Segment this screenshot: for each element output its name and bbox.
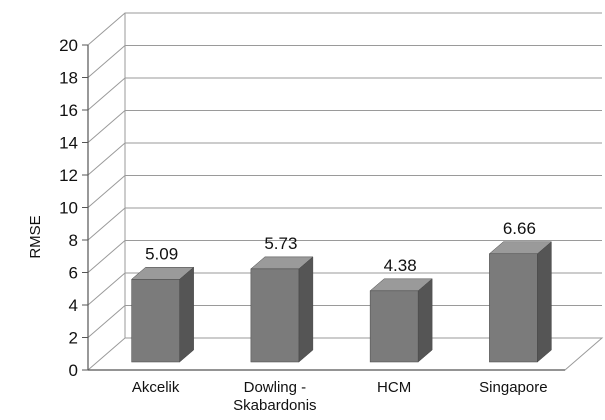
- data-label: 4.38: [384, 256, 417, 275]
- bar-side: [298, 256, 314, 363]
- bar-front: [131, 279, 180, 363]
- y-tick-label: 16: [59, 101, 78, 120]
- y-tick-label: 10: [59, 199, 78, 218]
- bar-front: [369, 290, 419, 363]
- y-tick-label: 18: [59, 69, 78, 88]
- category-line: Akcelik: [132, 379, 180, 396]
- data-labels: 5.09 5.73 4.38 6.66: [145, 219, 536, 275]
- gridline: [87, 175, 602, 208]
- y-tick-label: 14: [59, 134, 78, 153]
- bar-2: [250, 256, 314, 363]
- bars: [130, 241, 553, 363]
- bar-1: [130, 266, 195, 363]
- category-line: Dowling -: [244, 379, 307, 396]
- x-category-label: Akcelik: [132, 379, 180, 396]
- y-tick-label: 4: [69, 296, 78, 315]
- y-tick-label: 2: [69, 329, 78, 348]
- bar-side: [179, 266, 194, 363]
- y-tick-label: 20: [59, 36, 78, 55]
- x-category-label: Dowling -Skabardonis: [233, 379, 316, 414]
- bar-4: [488, 241, 553, 363]
- category-line: HCM: [377, 379, 411, 396]
- category-line: Skabardonis: [233, 397, 316, 414]
- gridline: [87, 110, 602, 143]
- y-tick-label: 6: [69, 264, 78, 283]
- data-label: 6.66: [503, 219, 536, 238]
- y-axis-label: RMSE: [27, 215, 44, 258]
- gridline: [87, 142, 602, 176]
- x-category-label: Singapore: [479, 379, 547, 396]
- y-tick-label: 0: [69, 361, 78, 380]
- gridline: [87, 12, 602, 46]
- y-tick-labels: 0 2 4 6 8 10 12 14 16 18 20: [59, 36, 88, 380]
- data-label: 5.09: [145, 244, 178, 263]
- bar-front: [489, 253, 538, 363]
- bar-side: [537, 241, 552, 363]
- bar-side: [417, 278, 433, 363]
- bar-3: [369, 278, 433, 363]
- y-tick-label: 12: [59, 166, 78, 185]
- gridline: [87, 45, 602, 78]
- x-category-labels: Akcelik Dowling -Skabardonis HCM Singapore: [132, 379, 548, 414]
- x-category-label: HCM: [377, 379, 411, 396]
- bar-front: [250, 268, 300, 363]
- gridline: [87, 77, 602, 111]
- y-tick-label: 8: [69, 231, 78, 250]
- category-line: Singapore: [479, 379, 547, 396]
- data-label: 5.73: [264, 234, 297, 253]
